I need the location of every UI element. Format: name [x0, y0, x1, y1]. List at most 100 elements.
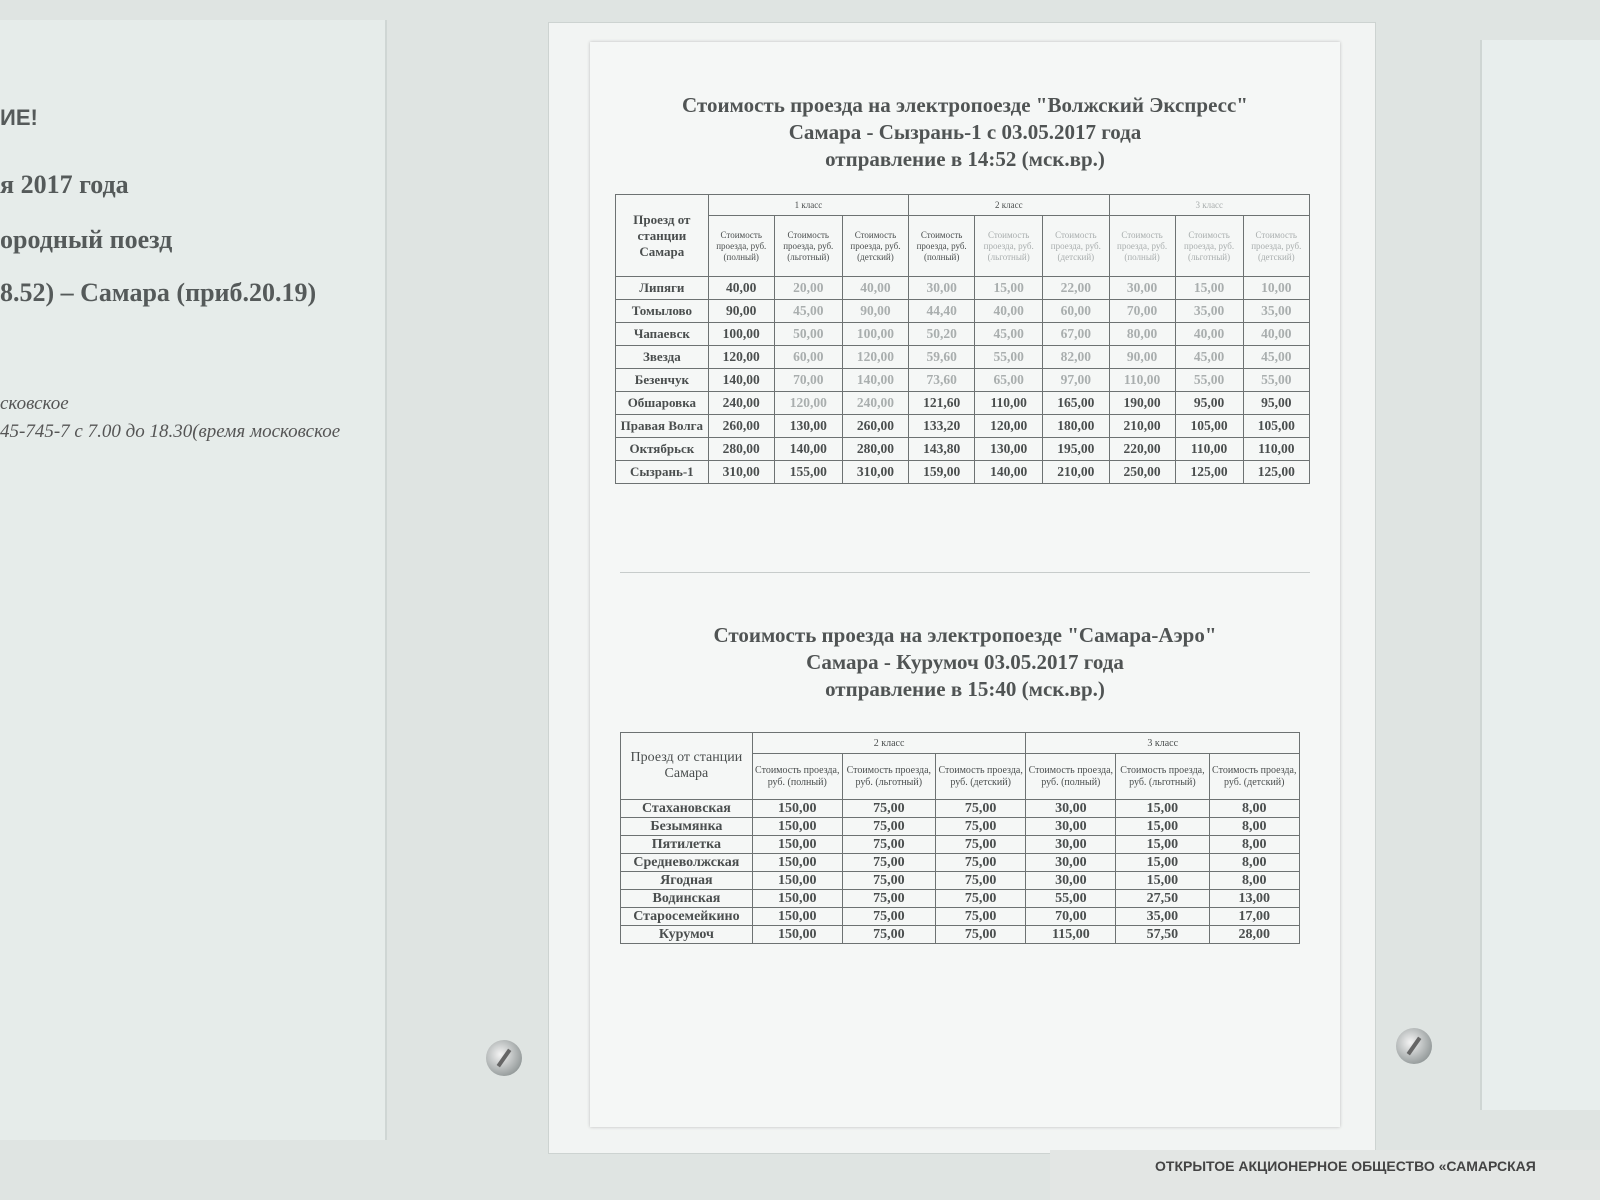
column-header: Стоимость проезда, руб. (льготный) — [974, 215, 1044, 277]
fare-value: 150,00 — [751, 925, 843, 944]
fare-value: 150,00 — [751, 799, 843, 818]
fare-value: 45,00 — [1174, 345, 1244, 369]
fare-value: 150,00 — [751, 853, 843, 872]
station-name: Ягодная — [620, 871, 753, 890]
station-name: Безымянка — [620, 817, 753, 836]
fare-value: 75,00 — [841, 835, 936, 854]
column-header: Стоимость проезда, руб. (льготный) — [841, 753, 936, 800]
column-header: Стоимость проезда, руб. (полный) — [1108, 215, 1176, 277]
fare-value: 75,00 — [841, 799, 936, 818]
fare-value: 55,00 — [1025, 889, 1117, 908]
class-header: 3 класс — [1108, 194, 1311, 216]
fare-value: 75,00 — [841, 871, 936, 890]
fare-value: 75,00 — [934, 853, 1027, 872]
fare-value: 15,00 — [1115, 799, 1210, 818]
fare-value: 150,00 — [751, 817, 843, 836]
table2-title: Стоимость проезда на электропоезде "Сама… — [590, 622, 1340, 703]
column-header: Стоимость проезда, руб. (льготный) — [1174, 215, 1244, 277]
fare-value: 165,00 — [1042, 391, 1110, 415]
fare-value: 30,00 — [1108, 276, 1176, 300]
fare-value: 310,00 — [707, 460, 775, 484]
station-name: Липяги — [615, 276, 709, 300]
fare-value: 210,00 — [1108, 414, 1176, 438]
fare-value: 45,00 — [1242, 345, 1311, 369]
table-row: Липяги 40,00 20,00 40,00 30,00 15,00 22,00 30,0… — [615, 276, 1311, 300]
fare-value: 130,00 — [773, 414, 843, 438]
station-name: Звезда — [615, 345, 709, 369]
station-name: Безенчук — [615, 368, 709, 392]
station-header: Проезд от станции Самара — [615, 194, 709, 277]
table-row: Звезда 120,00 60,00 120,00 59,60 55,00 82,00 90… — [615, 345, 1311, 369]
fare-value: 27,50 — [1115, 889, 1210, 908]
fare-value: 67,00 — [1042, 322, 1110, 346]
fare-value: 110,00 — [1174, 437, 1244, 461]
station-name: Водинская — [620, 889, 753, 908]
fare-value: 15,00 — [1174, 276, 1244, 300]
fare-value: 65,00 — [974, 368, 1044, 392]
fare-value: 310,00 — [841, 460, 910, 484]
table-row: Безенчук 140,00 70,00 140,00 73,60 65,00 97,00… — [615, 368, 1311, 392]
table-row: Старосемейкино 150,00 75,00 75,00 70,00 35,00… — [620, 907, 1300, 926]
column-header: Стоимость проезда, руб. (полный) — [1025, 753, 1117, 800]
fare-value: 30,00 — [1025, 799, 1117, 818]
column-header: Стоимость проезда, руб. (льготный) — [773, 215, 843, 277]
column-header: Стоимость проезда, руб. (полный) — [707, 215, 775, 277]
title-line: Самара - Сызрань-1 с 03.05.2017 года — [788, 120, 1142, 144]
fare-value: 30,00 — [1025, 853, 1117, 872]
fare-value: 90,00 — [841, 299, 910, 323]
table-row: Обшаровка 240,00 120,00 240,00 121,60 110,00 1… — [615, 391, 1311, 415]
fare-value: 190,00 — [1108, 391, 1176, 415]
fare-value: 60,00 — [773, 345, 843, 369]
title-line: Самара - Курумоч 03.05.2017 года — [806, 650, 1124, 674]
fare-value: 220,00 — [1108, 437, 1176, 461]
fare-value: 150,00 — [751, 835, 843, 854]
fare-value: 13,00 — [1208, 889, 1300, 908]
right-notice-sheet — [1480, 40, 1600, 1110]
fare-value: 55,00 — [974, 345, 1044, 369]
fare-value: 110,00 — [974, 391, 1044, 415]
column-header: Стоимость проезда, руб. (детский) — [1208, 753, 1300, 800]
screw — [486, 1040, 522, 1076]
fare-value: 75,00 — [841, 925, 936, 944]
fare-value: 75,00 — [934, 889, 1027, 908]
fare-value: 15,00 — [1115, 853, 1210, 872]
fare-value: 40,00 — [1174, 322, 1244, 346]
footer-text: ОТКРЫТОЕ АКЦИОНЕРНОЕ ОБЩЕСТВО «САМАРСКАЯ — [1155, 1158, 1536, 1174]
station-name: Пятилетка — [620, 835, 753, 854]
footer-sign: ОТКРЫТОЕ АКЦИОНЕРНОЕ ОБЩЕСТВО «САМАРСКАЯ — [1050, 1150, 1600, 1200]
station-name: Курумоч — [620, 925, 753, 944]
station-name: Правая Волга — [615, 414, 709, 438]
fare-value: 105,00 — [1242, 414, 1311, 438]
table-row: Сызрань-1 310,00 155,00 310,00 159,00 140,00 2… — [615, 460, 1311, 484]
title-line: Стоимость проезда на электропоезде "Сама… — [713, 623, 1217, 647]
fare-value: 120,00 — [974, 414, 1044, 438]
fare-value: 17,00 — [1208, 907, 1300, 926]
table-row: Октябрьск 280,00 140,00 280,00 143,80 130,00 1… — [615, 437, 1311, 461]
fare-value: 55,00 — [1174, 368, 1244, 392]
fare-value: 8,00 — [1208, 871, 1300, 890]
table-row: Пятилетка 150,00 75,00 75,00 30,00 15,00 8,00 — [620, 835, 1300, 854]
fare-value: 90,00 — [1108, 345, 1176, 369]
fare-value: 260,00 — [841, 414, 910, 438]
fare-table-samara-aero: Проезд от станции Самара 2 класс 3 класс Ст… — [620, 732, 1300, 944]
fare-value: 75,00 — [841, 817, 936, 836]
fare-value: 115,00 — [1025, 925, 1117, 944]
fare-value: 75,00 — [841, 889, 936, 908]
fare-value: 50,00 — [773, 322, 843, 346]
column-header: Стоимость проезда, руб. (детский) — [1242, 215, 1311, 277]
fare-value: 110,00 — [1108, 368, 1176, 392]
fare-value: 82,00 — [1042, 345, 1110, 369]
fare-value: 75,00 — [934, 835, 1027, 854]
screw — [1396, 1028, 1432, 1064]
fare-value: 150,00 — [751, 889, 843, 908]
title-line: Стоимость проезда на электропоезде "Волж… — [682, 93, 1248, 117]
fare-value: 75,00 — [934, 925, 1027, 944]
fare-value: 40,00 — [974, 299, 1044, 323]
column-header: Стоимость проезда, руб. (детский) — [1042, 215, 1110, 277]
notice-line: сковское — [0, 393, 69, 414]
station-name: Средневолжская — [620, 853, 753, 872]
fare-value: 100,00 — [841, 322, 910, 346]
fare-value: 140,00 — [773, 437, 843, 461]
fare-value: 97,00 — [1042, 368, 1110, 392]
fare-value: 22,00 — [1042, 276, 1110, 300]
